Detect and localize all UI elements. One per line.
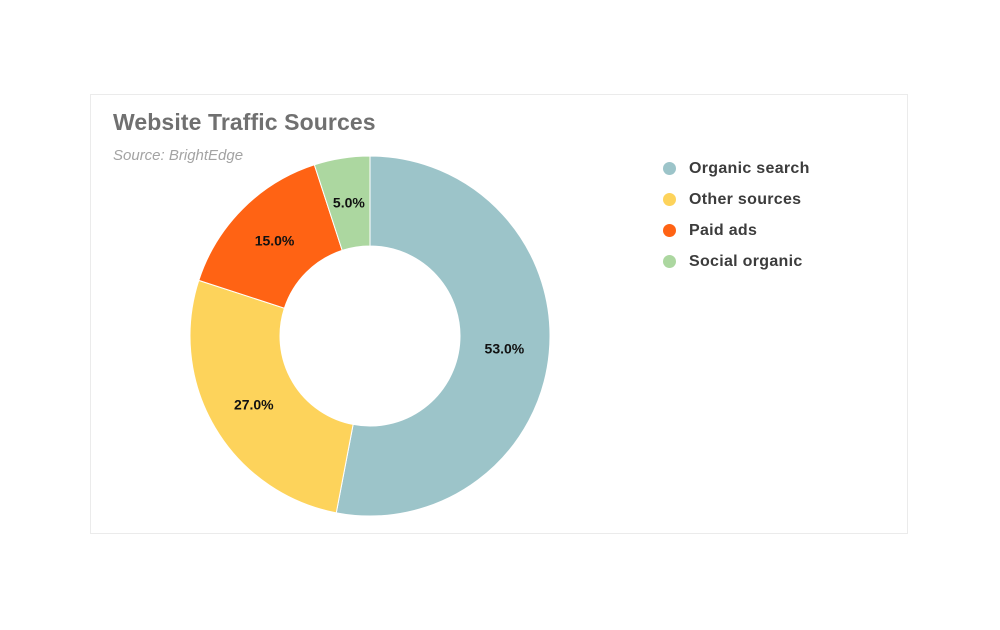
slice-data-label: 5.0% [333,195,365,211]
legend-item[interactable]: Paid ads [663,215,810,246]
legend-label: Paid ads [689,221,758,239]
chart-legend: Organic search Other sources Paid ads So… [663,153,810,277]
chart-card: 53.0% 27.0% 15.0% 5.0% Website Traffic Sour… [90,94,908,534]
donut-slice[interactable] [198,164,343,309]
donut-slice[interactable] [335,155,551,517]
chart-title: Website Traffic Sources [113,109,376,135]
chart-subtitle: Source: BrightEdge [113,147,244,164]
donut-slice[interactable] [313,155,371,252]
donut-chart: 53.0% 27.0% 15.0% 5.0% [189,155,551,517]
slice-data-label: 53.0% [485,341,525,357]
legend-swatch [663,162,676,175]
legend-label: Organic search [689,159,810,177]
legend-swatch [663,193,676,206]
legend-label: Other sources [689,190,802,208]
slice-data-label: 27.0% [234,397,274,413]
legend-item[interactable]: Organic search [663,153,810,184]
donut-slices [189,155,551,517]
legend-item[interactable]: Social organic [663,246,810,277]
legend-item[interactable]: Other sources [663,184,810,215]
legend-label: Social organic [689,252,803,270]
legend-swatch [663,224,676,237]
legend-swatch [663,255,676,268]
slice-data-label: 15.0% [255,233,295,249]
donut-data-labels: 53.0% 27.0% 15.0% 5.0% [234,195,525,413]
donut-slice[interactable] [189,279,354,514]
